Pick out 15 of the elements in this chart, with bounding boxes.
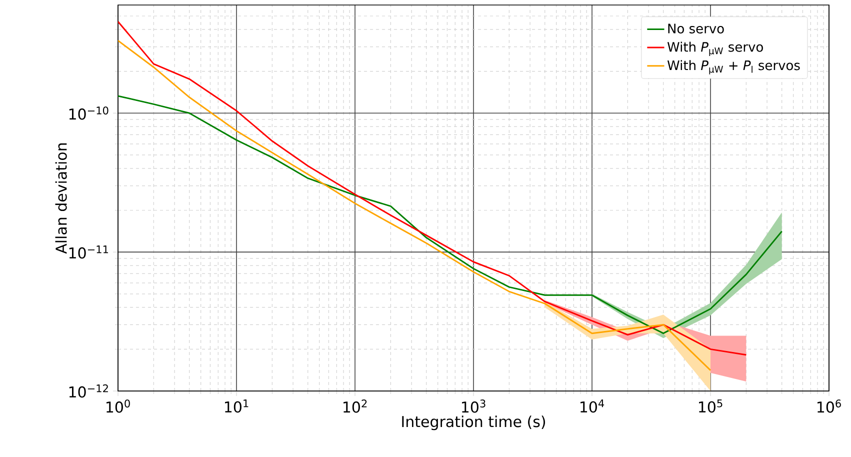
x-tick-label: 10$^{0}$ [106, 400, 130, 413]
x-tick-label: 10$^{4}$ [580, 400, 604, 413]
x-tick-label: 10$^{6}$ [818, 400, 841, 413]
legend-label: No servo [668, 24, 724, 34]
x-tick-label: 10$^{5}$ [699, 400, 722, 413]
y-axis-title: Allan deviation [55, 143, 67, 254]
y-tick-label: 10$^{−10}$ [69, 106, 108, 120]
legend-label: With P$_{μW}$ + P$_{l}$ servos [667, 60, 800, 74]
x-axis-title: Integration time (s) [402, 416, 546, 430]
legend-label: With P$_{μW}$ servo [667, 42, 763, 56]
y-tick-label: 10$^{−11}$ [69, 246, 108, 259]
x-tick-label: 10$^{2}$ [344, 400, 367, 413]
x-tick-label: 10$^{1}$ [225, 400, 248, 413]
x-tick-label: 10$^{3}$ [462, 400, 486, 413]
y-tick-label: 10$^{−12}$ [69, 384, 108, 398]
